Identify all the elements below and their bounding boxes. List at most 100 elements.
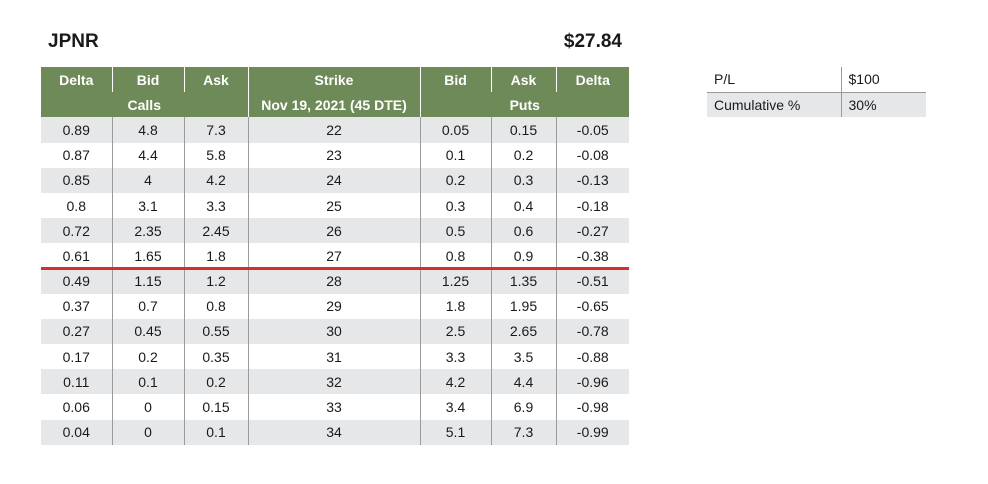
put-ask-cell: 0.2: [490, 142, 556, 168]
call-bid-cell: 3.1: [111, 192, 184, 219]
strike-cell: 28: [247, 268, 420, 294]
call-delta-cell: 0.11: [41, 369, 112, 395]
call-ask-cell: 2.45: [183, 218, 248, 244]
pl-label: P/L: [707, 67, 841, 93]
call-bid-cell: 1.15: [111, 268, 184, 294]
put-ask-cell: 0.6: [490, 218, 556, 244]
call-delta-cell: 0.27: [41, 318, 112, 345]
put-delta-cell: -0.38: [555, 243, 629, 269]
at-the-money-divider: [41, 267, 629, 270]
call-delta-cell: 0.87: [41, 142, 112, 168]
call-bid-cell: 2.35: [111, 218, 184, 244]
call-ask-cell: 5.8: [183, 142, 248, 168]
call-delta-cell: 0.61: [41, 243, 112, 269]
header-put-bid: Bid: [419, 67, 491, 93]
put-bid-cell: 5.1: [419, 419, 491, 445]
call-bid-cell: 4.4: [111, 142, 184, 168]
table-row: 0.8 3.1 3.3 25 0.3 0.4 -0.18: [41, 192, 629, 219]
strike-cell: 30: [247, 318, 420, 345]
call-delta-cell: 0.17: [41, 344, 112, 370]
strike-cell: 22: [247, 117, 420, 143]
column-header-row: Delta Bid Ask Strike Bid Ask Delta: [41, 67, 629, 93]
strike-cell: 26: [247, 218, 420, 244]
call-delta-cell: 0.06: [41, 394, 112, 420]
table-row: 0.04 0 0.1 34 5.1 7.3 -0.99: [41, 419, 629, 445]
call-ask-cell: 0.8: [183, 293, 248, 319]
call-delta-cell: 0.85: [41, 167, 112, 193]
put-bid-cell: 0.2: [419, 167, 491, 193]
put-bid-cell: 0.8: [419, 243, 491, 269]
table-row: 0.11 0.1 0.2 32 4.2 4.4 -0.96: [41, 369, 629, 395]
table-row: 0.72 2.35 2.45 26 0.5 0.6 -0.27: [41, 218, 629, 244]
strike-cell: 32: [247, 369, 420, 395]
put-ask-cell: 3.5: [490, 344, 556, 370]
put-delta-cell: -0.65: [555, 293, 629, 319]
put-bid-cell: 2.5: [419, 318, 491, 345]
call-bid-cell: 4.8: [111, 117, 184, 143]
put-delta-cell: -0.05: [555, 117, 629, 143]
pl-value: $100: [840, 67, 926, 93]
section-header-row: Calls Nov 19, 2021 (45 DTE) Puts: [41, 92, 629, 118]
table-row: 0.06 0 0.15 33 3.4 6.9 -0.98: [41, 394, 629, 420]
put-ask-cell: 0.3: [490, 167, 556, 193]
call-delta-cell: 0.49: [41, 268, 112, 294]
header-put-delta: Delta: [555, 67, 629, 93]
call-bid-cell: 1.65: [111, 243, 184, 269]
call-ask-cell: 7.3: [183, 117, 248, 143]
pl-summary-table: P/L $100 Cumulative % 30%: [707, 67, 926, 117]
table-row: 0.61 1.65 1.8 27 0.8 0.9 -0.38: [41, 243, 629, 269]
call-bid-cell: 0: [111, 394, 184, 420]
header-call-delta: Delta: [41, 67, 112, 93]
call-ask-cell: 0.2: [183, 369, 248, 395]
call-bid-cell: 0.2: [111, 344, 184, 370]
call-ask-cell: 0.15: [183, 394, 248, 420]
call-ask-cell: 4.2: [183, 167, 248, 193]
call-delta-cell: 0.89: [41, 117, 112, 143]
call-bid-cell: 4: [111, 167, 184, 193]
ticker-symbol: JPNR: [48, 31, 99, 52]
table-row: 0.85 4 4.2 24 0.2 0.3 -0.13: [41, 167, 629, 193]
put-ask-cell: 1.35: [490, 268, 556, 294]
table-row: 0.37 0.7 0.8 29 1.8 1.95 -0.65: [41, 293, 629, 319]
put-ask-cell: 0.4: [490, 192, 556, 219]
put-delta-cell: -0.18: [555, 192, 629, 219]
header-call-bid: Bid: [111, 67, 184, 93]
call-ask-cell: 1.2: [183, 268, 248, 294]
table-row: 0.17 0.2 0.35 31 3.3 3.5 -0.88: [41, 344, 629, 370]
strike-cell: 34: [247, 419, 420, 445]
call-bid-cell: 0: [111, 419, 184, 445]
stock-price: $27.84: [563, 31, 622, 52]
header-put-ask: Ask: [490, 67, 556, 93]
call-delta-cell: 0.72: [41, 218, 112, 244]
call-bid-cell: 0.1: [111, 369, 184, 395]
call-ask-cell: 0.1: [183, 419, 248, 445]
put-ask-cell: 0.15: [490, 117, 556, 143]
header-call-ask: Ask: [183, 67, 248, 93]
puts-section-label: Puts: [419, 92, 629, 118]
strike-cell: 23: [247, 142, 420, 168]
call-delta-cell: 0.37: [41, 293, 112, 319]
put-delta-cell: -0.78: [555, 318, 629, 345]
put-bid-cell: 0.5: [419, 218, 491, 244]
put-ask-cell: 7.3: [490, 419, 556, 445]
put-bid-cell: 1.25: [419, 268, 491, 294]
strike-cell: 27: [247, 243, 420, 269]
put-ask-cell: 2.65: [490, 318, 556, 345]
put-ask-cell: 1.95: [490, 293, 556, 319]
put-delta-cell: -0.51: [555, 268, 629, 294]
put-delta-cell: -0.98: [555, 394, 629, 420]
cumulative-value: 30%: [840, 92, 926, 117]
calls-section-label: Calls: [41, 92, 248, 118]
put-delta-cell: -0.88: [555, 344, 629, 370]
put-bid-cell: 0.3: [419, 192, 491, 219]
put-bid-cell: 0.05: [419, 117, 491, 143]
call-bid-cell: 0.7: [111, 293, 184, 319]
put-bid-cell: 3.3: [419, 344, 491, 370]
put-ask-cell: 4.4: [490, 369, 556, 395]
put-delta-cell: -0.13: [555, 167, 629, 193]
strike-cell: 33: [247, 394, 420, 420]
call-ask-cell: 1.8: [183, 243, 248, 269]
pl-row: P/L $100: [707, 67, 926, 93]
option-chain-table: Delta Bid Ask Strike Bid Ask Delta Calls…: [41, 67, 629, 445]
cumulative-label: Cumulative %: [707, 92, 841, 117]
